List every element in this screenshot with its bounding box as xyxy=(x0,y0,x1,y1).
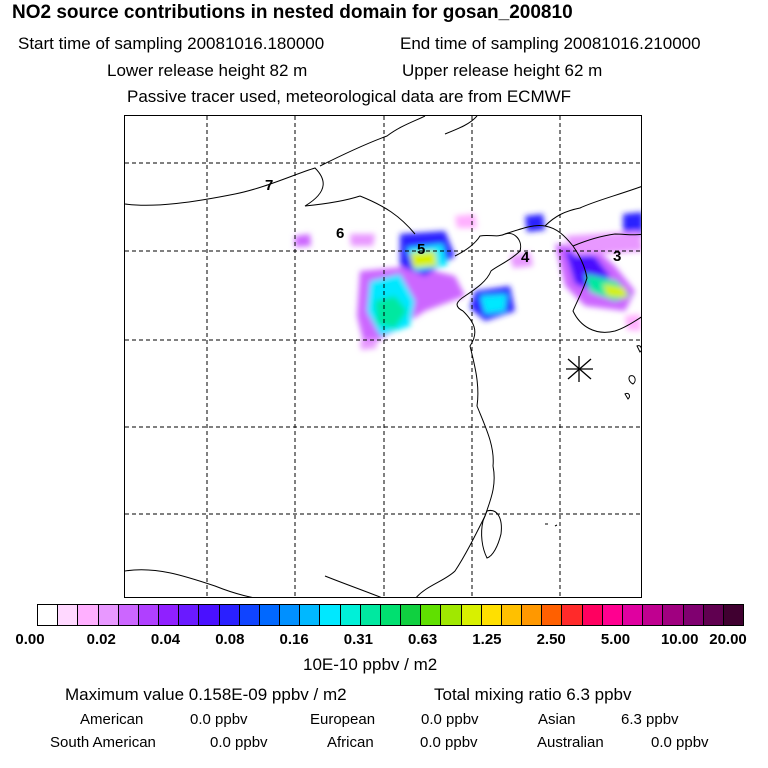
lat-lon-grid xyxy=(125,116,642,598)
color-scale-tick-label: 0.31 xyxy=(344,631,373,648)
color-scale-tick-label: 0.16 xyxy=(279,631,308,648)
color-scale-cell xyxy=(78,605,98,625)
color-scale-tick-label: 0.63 xyxy=(408,631,437,648)
color-scale-tick-label: 0.02 xyxy=(87,631,116,648)
end-time: End time of sampling 20081016.210000 xyxy=(400,34,701,54)
color-scale-cell xyxy=(99,605,119,625)
color-scale-cell xyxy=(220,605,240,625)
figure-title: NO2 source contributions in nested domai… xyxy=(12,2,573,24)
european-label: European xyxy=(310,711,375,728)
color-scale-cell xyxy=(542,605,562,625)
receptor-asterisk-icon xyxy=(566,356,593,382)
color-scale-cell xyxy=(381,605,401,625)
australian-label: Australian xyxy=(537,734,604,751)
color-scale-cell xyxy=(240,605,260,625)
map-svg xyxy=(125,116,642,598)
color-scale-cell xyxy=(159,605,179,625)
south-american-label: South American xyxy=(50,734,156,751)
color-scale-cell xyxy=(38,605,58,625)
color-scale-tick-label: 2.50 xyxy=(537,631,566,648)
color-scale-cell xyxy=(522,605,542,625)
color-scale-cell xyxy=(58,605,78,625)
color-scale-cell xyxy=(623,605,643,625)
region-label-4: 4 xyxy=(521,249,529,266)
american-label: American xyxy=(80,711,143,728)
asian-label: Asian xyxy=(538,711,576,728)
american-value: 0.0 ppbv xyxy=(190,711,248,728)
color-scale-cell xyxy=(562,605,582,625)
european-value: 0.0 ppbv xyxy=(421,711,479,728)
color-scale-cell xyxy=(663,605,683,625)
color-scale-tick-label: 0.04 xyxy=(151,631,180,648)
color-scale-cell xyxy=(462,605,482,625)
color-scale-tick-label: 0.00 xyxy=(15,631,44,648)
color-scale-cell xyxy=(341,605,361,625)
lower-release-height: Lower release height 82 m xyxy=(107,61,307,81)
color-scale-bar xyxy=(37,604,744,626)
color-scale-cell xyxy=(300,605,320,625)
color-scale-tick-label: 20.00 xyxy=(709,631,747,648)
color-scale-cell xyxy=(179,605,199,625)
color-scale-cell xyxy=(139,605,159,625)
region-label-6: 6 xyxy=(336,225,344,242)
total-mixing-ratio: Total mixing ratio 6.3 ppbv xyxy=(434,685,632,705)
color-scale-cell xyxy=(583,605,603,625)
color-scale-cell xyxy=(643,605,663,625)
color-scale-tick-label: 0.08 xyxy=(215,631,244,648)
south-american-value: 0.0 ppbv xyxy=(210,734,268,751)
asian-value: 6.3 ppbv xyxy=(621,711,679,728)
color-scale-tick-label: 5.00 xyxy=(601,631,630,648)
taiwan-outline xyxy=(482,510,502,558)
region-label-5: 5 xyxy=(417,241,425,258)
color-scale-cell xyxy=(704,605,724,625)
color-scale-cell xyxy=(119,605,139,625)
color-scale-cell xyxy=(441,605,461,625)
color-scale-cell xyxy=(684,605,704,625)
color-scale-cell xyxy=(260,605,280,625)
color-scale-cell xyxy=(280,605,300,625)
region-label-7: 7 xyxy=(265,177,273,194)
color-scale-cell xyxy=(603,605,623,625)
maximum-value: Maximum value 0.158E-09 ppbv / m2 xyxy=(65,685,347,705)
region-label-3: 3 xyxy=(613,248,621,265)
color-scale-tick-label: 10.00 xyxy=(661,631,699,648)
color-scale-cell xyxy=(361,605,381,625)
color-scale-tick-label: 1.25 xyxy=(472,631,501,648)
african-value: 0.0 ppbv xyxy=(420,734,478,751)
australian-value: 0.0 ppbv xyxy=(651,734,709,751)
start-time: Start time of sampling 20081016.180000 xyxy=(18,34,324,54)
color-scale-cell xyxy=(502,605,522,625)
upper-release-height: Upper release height 62 m xyxy=(402,61,602,81)
color-scale-cell xyxy=(421,605,441,625)
tracer-note: Passive tracer used, meteorological data… xyxy=(127,87,571,107)
color-scale-cell xyxy=(320,605,340,625)
color-scale-cell xyxy=(482,605,502,625)
african-label: African xyxy=(327,734,374,751)
color-scale-unit: 10E-10 ppbv / m2 xyxy=(303,655,437,675)
color-scale-cell xyxy=(199,605,219,625)
color-scale-cell xyxy=(401,605,421,625)
color-scale-cell xyxy=(724,605,743,625)
map-panel: 7 6 5 4 3 xyxy=(124,115,642,598)
japan-islands xyxy=(545,346,641,526)
